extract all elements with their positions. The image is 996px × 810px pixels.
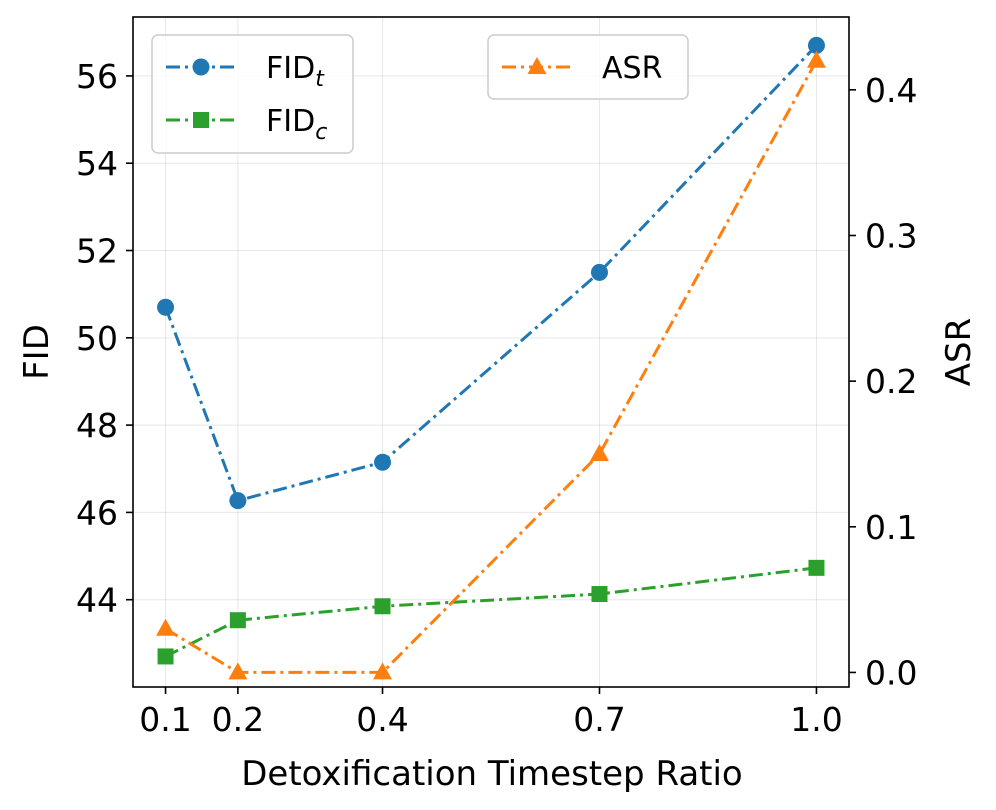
legend-asr-label: ASR bbox=[602, 51, 662, 86]
series-asr-point bbox=[228, 662, 248, 680]
axes: 0.1 0.2 0.4 0.7 1.0 44 46 48 50 52 54 56 0.0 0.1 0.2 0.… bbox=[76, 57, 917, 739]
series-fid-c-line bbox=[164, 566, 817, 658]
left-axis-tick-label: 48 bbox=[76, 406, 118, 445]
series-asr-point bbox=[806, 50, 826, 68]
right-axis-tick-label: 0.3 bbox=[865, 216, 917, 255]
legend-asr-marker bbox=[527, 57, 547, 74]
legend-fid-t-marker bbox=[192, 58, 210, 76]
series-fid-c-point bbox=[808, 559, 825, 576]
right-axis-title: ASR bbox=[939, 318, 979, 386]
series-fid-t-point bbox=[807, 36, 825, 54]
right-axis-tick-label: 0.4 bbox=[865, 71, 917, 110]
series-fid-t-point bbox=[590, 263, 608, 281]
series-layer bbox=[156, 36, 826, 680]
series-fid-c-point bbox=[157, 648, 174, 665]
legend-fid-c-marker bbox=[193, 112, 209, 128]
series-fid-c-point bbox=[591, 586, 608, 603]
x-tick-label: 0.2 bbox=[212, 700, 264, 739]
left-axis-tick-label: 46 bbox=[76, 493, 118, 532]
legend-fid-t-name: FID bbox=[266, 51, 315, 86]
legend-fid-c-subscript: c bbox=[315, 120, 327, 145]
series-fid-t-point bbox=[229, 492, 247, 510]
legend-top-center: ASR bbox=[487, 34, 689, 100]
legend-fid-c-label: FIDc bbox=[266, 104, 327, 145]
series-asr-point bbox=[589, 443, 609, 461]
x-tick-label: 0.1 bbox=[139, 700, 191, 739]
legend-asr-name: ASR bbox=[602, 51, 662, 86]
right-axis-tick-label: 0.0 bbox=[865, 653, 917, 692]
series-fid-c-point bbox=[374, 598, 391, 615]
series-asr-point bbox=[373, 662, 393, 680]
left-axis-tick-label: 50 bbox=[76, 319, 118, 358]
right-axis-tick-label: 0.1 bbox=[865, 508, 917, 547]
legend-fid-t-label: FIDt bbox=[266, 51, 325, 92]
series-fid-t-point bbox=[157, 298, 175, 316]
series-fid-c-point bbox=[229, 612, 246, 629]
left-axis-tick-label: 52 bbox=[76, 232, 118, 271]
legend-fid-t-subscript: t bbox=[315, 67, 325, 92]
right-axis-tick-label: 0.2 bbox=[865, 362, 917, 401]
left-axis-title: FID bbox=[17, 324, 57, 380]
x-tick-label: 1.0 bbox=[790, 700, 842, 739]
legend-top-center-frame bbox=[487, 34, 689, 100]
x-axis-title: Detoxification Timestep Ratio bbox=[241, 754, 742, 794]
x-tick-label: 0.4 bbox=[356, 700, 408, 739]
series-asr-point bbox=[156, 618, 176, 636]
plot-frame bbox=[132, 16, 850, 688]
left-axis-tick-label: 44 bbox=[76, 581, 118, 620]
left-axis-tick-label: 56 bbox=[76, 57, 118, 96]
x-tick-label: 0.7 bbox=[573, 700, 625, 739]
series-fid-t-point bbox=[374, 453, 392, 471]
legend-fid-c-name: FID bbox=[266, 104, 315, 139]
left-axis-tick-label: 54 bbox=[76, 144, 118, 183]
